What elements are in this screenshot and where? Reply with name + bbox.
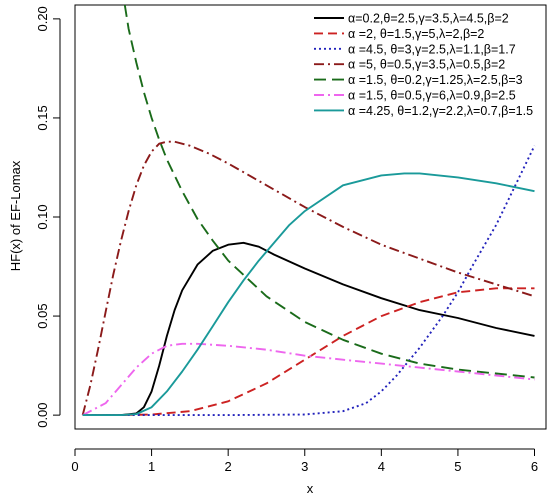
- y-tick-label: 0.00: [35, 402, 50, 427]
- y-axis-title: HF(x) of EF-Lomax: [8, 160, 23, 271]
- legend-label-3: α =4.5, θ=3,γ=2.5,λ=1.1,β=1.7: [348, 42, 516, 56]
- legend-label-5: α =1.5, θ=0.2,γ=1.25,λ=2.5,β=3: [348, 73, 523, 87]
- x-axis-title: x: [307, 481, 314, 496]
- legend-label-1: α=0.2,θ=2.5,γ=3.5,λ=4.5,β=2: [348, 12, 509, 26]
- x-tick-label: 2: [225, 459, 232, 474]
- series-line-2: [82, 287, 535, 417]
- series-line-3: [82, 145, 536, 417]
- plot-frame: [74, 4, 547, 430]
- x-tick-label: 6: [531, 459, 538, 474]
- legend-label-7: α =4.25, θ=1.2,γ=2.2,λ=0.7,β=1.5: [348, 104, 533, 118]
- x-tick-label: 1: [148, 459, 155, 474]
- series-line-6: [82, 342, 535, 416]
- y-tick-label: 0.20: [35, 6, 50, 31]
- series-line-1: [82, 241, 535, 417]
- legend-label-2: α =2, θ=1.5,γ=5,λ=2,β=2: [348, 27, 484, 41]
- series-line-5: [123, 5, 535, 379]
- series-line-4: [81, 140, 535, 416]
- x-tick-label: 3: [301, 459, 308, 474]
- legend: α=0.2,θ=2.5,γ=3.5,λ=4.5,β=2α =2, θ=1.5,γ…: [314, 12, 533, 118]
- x-tick-label: 5: [454, 459, 461, 474]
- legend-label-4: α =5, θ=0.5,γ=3.5,λ=0.5,β=2: [348, 58, 505, 72]
- y-tick-label: 0.15: [35, 105, 50, 130]
- y-tick-label: 0.05: [35, 303, 50, 328]
- x-tick-label: 4: [378, 459, 385, 474]
- series-line-7: [82, 172, 535, 417]
- y-tick-label: 0.10: [35, 204, 50, 229]
- series-group: [81, 5, 536, 417]
- x-tick-label: 0: [71, 459, 78, 474]
- axes-group: 0 1 2 3 4 5 6 0.00 0.05 0.10 0.15 0.20: [35, 6, 538, 474]
- plot-frame-group: [74, 4, 547, 430]
- legend-label-6: α =1.5, θ=0.5,γ=6,λ=0.9,β=2.5: [348, 89, 516, 103]
